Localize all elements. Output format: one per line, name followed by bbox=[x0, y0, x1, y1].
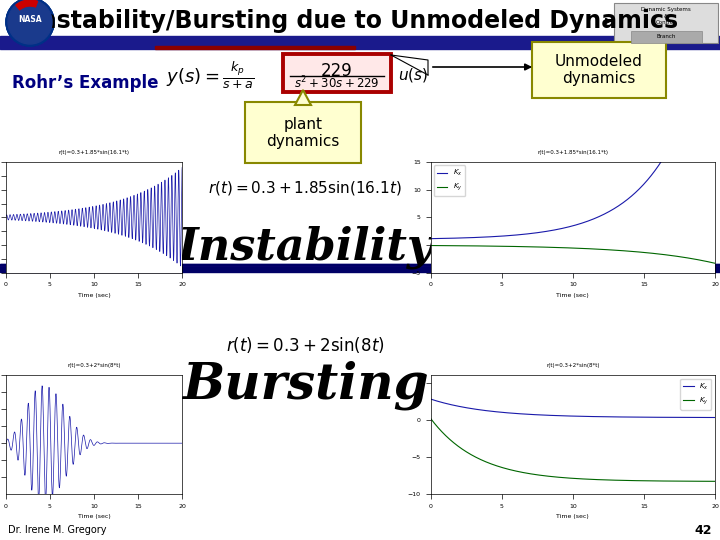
$K_x$ bbox=[541, 412, 550, 418]
X-axis label: Time (sec): Time (sec) bbox=[557, 515, 589, 519]
Line: $K_y$: $K_y$ bbox=[431, 418, 715, 481]
Text: $s^2+30s+229$: $s^2+30s+229$ bbox=[294, 75, 379, 91]
Legend: $K_x$, $K_y$: $K_x$, $K_y$ bbox=[434, 165, 465, 196]
Text: System output: System output bbox=[25, 243, 140, 257]
$K_y$ bbox=[455, 242, 464, 249]
Text: Parameters: Parameters bbox=[544, 243, 636, 257]
Title: r(t)=0.3+2*sin(8*t): r(t)=0.3+2*sin(8*t) bbox=[67, 363, 121, 368]
$K_y$ bbox=[426, 242, 435, 249]
Legend: $K_x$, $K_y$: $K_x$, $K_y$ bbox=[680, 379, 711, 409]
$K_x$ bbox=[552, 226, 560, 233]
Text: Unmodeled
dynamics: Unmodeled dynamics bbox=[555, 54, 643, 86]
$K_y$ bbox=[711, 478, 719, 484]
Text: Branch: Branch bbox=[657, 33, 675, 38]
Text: Instability: Instability bbox=[177, 225, 433, 269]
Bar bbox=[0, 267, 720, 272]
$K_y$ bbox=[653, 251, 662, 257]
$K_y$ bbox=[541, 244, 550, 251]
Line: $K_x$: $K_x$ bbox=[431, 399, 715, 417]
$K_x$ bbox=[455, 235, 464, 241]
$K_x$ bbox=[621, 414, 630, 420]
Bar bbox=[155, 46, 355, 49]
Text: Dr. Irene M. Gregory: Dr. Irene M. Gregory bbox=[8, 525, 107, 535]
Text: Bursting: Bursting bbox=[181, 360, 428, 410]
FancyBboxPatch shape bbox=[532, 42, 666, 98]
Bar bbox=[0, 43, 720, 49]
$K_x$ bbox=[711, 12, 719, 18]
Bar bbox=[0, 36, 720, 43]
Title: r(t)=0.3+1.85*sin(16.1*t): r(t)=0.3+1.85*sin(16.1*t) bbox=[537, 150, 608, 154]
Bar bbox=[283, 54, 391, 92]
$K_x$ bbox=[648, 171, 657, 177]
Text: Dynamic Systems: Dynamic Systems bbox=[641, 8, 691, 12]
$K_y$ bbox=[711, 260, 719, 267]
Title: r(t)=0.3+2*sin(8*t): r(t)=0.3+2*sin(8*t) bbox=[546, 363, 600, 368]
$K_y$ bbox=[648, 250, 657, 256]
$K_y$ bbox=[653, 478, 662, 484]
Text: &: & bbox=[664, 14, 668, 18]
FancyBboxPatch shape bbox=[631, 30, 701, 43]
Title: r(t)=0.3+1.85*sin(16.1*t): r(t)=0.3+1.85*sin(16.1*t) bbox=[58, 150, 130, 154]
Bar bbox=[0, 264, 720, 270]
$K_y$ bbox=[455, 444, 464, 450]
Bar bbox=[0, 264, 720, 270]
Circle shape bbox=[6, 0, 54, 46]
$K_x$ bbox=[648, 414, 657, 421]
X-axis label: Time (sec): Time (sec) bbox=[557, 293, 589, 298]
$K_x$ bbox=[455, 403, 464, 410]
Text: Control: Control bbox=[656, 19, 676, 24]
X-axis label: Time (sec): Time (sec) bbox=[78, 293, 110, 298]
$K_y$ bbox=[552, 244, 560, 251]
X-axis label: Time (sec): Time (sec) bbox=[78, 515, 110, 519]
Line: $K_x$: $K_x$ bbox=[431, 15, 715, 239]
$K_y$ bbox=[541, 472, 550, 479]
Text: $u(s)$: $u(s)$ bbox=[398, 66, 428, 84]
$K_x$ bbox=[552, 413, 560, 419]
$K_x$ bbox=[653, 414, 662, 421]
$K_x$ bbox=[426, 235, 435, 242]
Text: $y(s)=\frac{k_p}{s+a}$: $y(s)=\frac{k_p}{s+a}$ bbox=[166, 59, 254, 91]
FancyBboxPatch shape bbox=[614, 3, 718, 43]
Text: NASA: NASA bbox=[18, 16, 42, 24]
Wedge shape bbox=[6, 0, 54, 46]
Text: Rohr’s Example: Rohr’s Example bbox=[12, 74, 158, 92]
Wedge shape bbox=[16, 0, 37, 10]
$K_y$ bbox=[621, 248, 630, 254]
Text: $r(t) = 0.3 + 2\sin(8t)$: $r(t) = 0.3 + 2\sin(8t)$ bbox=[225, 335, 384, 355]
Bar bbox=[0, 267, 720, 270]
$K_x$ bbox=[541, 228, 550, 235]
Text: Instability/Bursting due to Unmodeled Dynamics: Instability/Bursting due to Unmodeled Dy… bbox=[32, 9, 678, 33]
$K_y$ bbox=[621, 477, 630, 484]
$K_x$ bbox=[426, 396, 435, 402]
FancyBboxPatch shape bbox=[245, 102, 361, 163]
$K_x$ bbox=[621, 198, 630, 204]
Line: $K_y$: $K_y$ bbox=[431, 246, 715, 264]
$K_y$ bbox=[648, 478, 657, 484]
Circle shape bbox=[6, 0, 54, 46]
Text: $r(t) = 0.3 + 1.85\sin(16.1t)$: $r(t) = 0.3 + 1.85\sin(16.1t)$ bbox=[208, 179, 402, 197]
Circle shape bbox=[8, 0, 52, 44]
Text: 42: 42 bbox=[695, 523, 712, 537]
$K_y$ bbox=[552, 474, 560, 480]
Polygon shape bbox=[295, 90, 311, 105]
Text: 229: 229 bbox=[321, 62, 353, 80]
$K_y$ bbox=[426, 415, 435, 422]
$K_x$ bbox=[711, 414, 719, 421]
Text: plant
dynamics: plant dynamics bbox=[266, 117, 340, 149]
$K_x$ bbox=[653, 164, 662, 171]
